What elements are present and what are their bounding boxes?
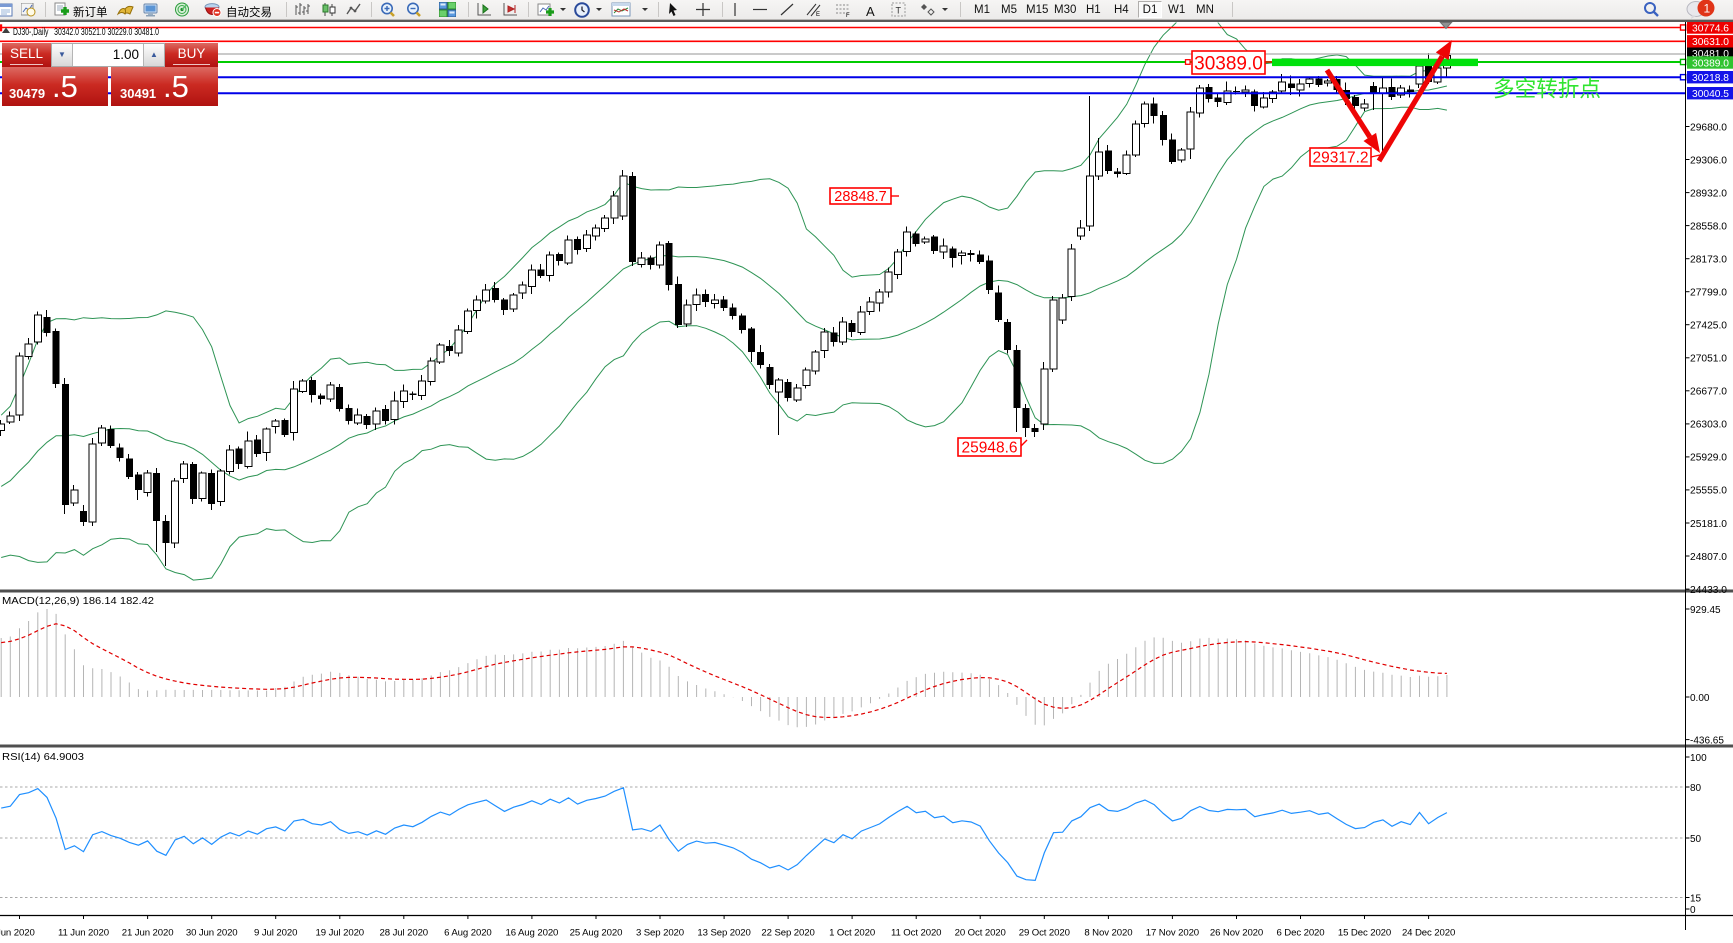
svg-text:22 Sep 2020: 22 Sep 2020 — [761, 928, 814, 939]
svg-text:8 Nov 2020: 8 Nov 2020 — [1084, 928, 1132, 939]
svg-text:25929.0: 25929.0 — [1690, 453, 1727, 464]
svg-text:27425.0: 27425.0 — [1690, 321, 1727, 332]
svg-text:25948.6: 25948.6 — [961, 440, 1017, 457]
svg-text:9 Jul 2020: 9 Jul 2020 — [254, 928, 297, 939]
svg-text:29317.2: 29317.2 — [1312, 150, 1368, 167]
svg-text:24807.0: 24807.0 — [1690, 552, 1727, 563]
svg-text:25 Aug 2020: 25 Aug 2020 — [570, 928, 623, 939]
svg-text:29306.0: 29306.0 — [1690, 155, 1727, 166]
svg-text:DJ30-,Daily 30342.0 30521.0: DJ30-,Daily 30342.0 30521.0 30229.0 3048… — [13, 26, 159, 38]
svg-text:21 Jun 2020: 21 Jun 2020 — [122, 928, 174, 939]
svg-text:26 Nov 2020: 26 Nov 2020 — [1210, 928, 1263, 939]
svg-text:30218.8: 30218.8 — [1692, 72, 1729, 84]
svg-text:30389.0: 30389.0 — [1194, 53, 1263, 74]
svg-text:11 Oct 2020: 11 Oct 2020 — [891, 928, 941, 939]
svg-text:28848.7: 28848.7 — [834, 189, 886, 205]
svg-text:16 Aug 2020: 16 Aug 2020 — [506, 928, 559, 939]
svg-text:30040.5: 30040.5 — [1692, 88, 1729, 100]
svg-text:100: 100 — [1690, 753, 1707, 764]
svg-text:929.45: 929.45 — [1690, 605, 1721, 616]
svg-text:20 Oct 2020: 20 Oct 2020 — [955, 928, 1006, 939]
svg-text:RSI(14) 64.9003: RSI(14) 64.9003 — [2, 751, 84, 763]
svg-text:19 Jul 2020: 19 Jul 2020 — [316, 928, 365, 939]
svg-text:T: T — [896, 6, 902, 16]
svg-text:24 Dec 2020: 24 Dec 2020 — [1402, 928, 1455, 939]
svg-text:24433.0: 24433.0 — [1690, 585, 1727, 596]
svg-text:3 Sep 2020: 3 Sep 2020 — [636, 928, 684, 939]
svg-text:25555.0: 25555.0 — [1690, 486, 1727, 497]
svg-text:多空转折点: 多空转折点 — [1493, 77, 1601, 102]
svg-text:28173.0: 28173.0 — [1690, 255, 1727, 266]
svg-text:25181.0: 25181.0 — [1690, 519, 1727, 530]
svg-text:6 Aug 2020: 6 Aug 2020 — [444, 928, 492, 939]
svg-text:17 Nov 2020: 17 Nov 2020 — [1146, 928, 1199, 939]
svg-text:Jun 2020: Jun 2020 — [0, 928, 35, 939]
svg-text:30 Jun 2020: 30 Jun 2020 — [186, 928, 238, 939]
svg-text:0: 0 — [1690, 905, 1696, 916]
svg-text:F: F — [846, 13, 850, 17]
svg-text:27799.0: 27799.0 — [1690, 288, 1727, 299]
svg-text:26677.0: 26677.0 — [1690, 387, 1727, 398]
svg-text:26303.0: 26303.0 — [1690, 420, 1727, 431]
svg-text:28932.0: 28932.0 — [1690, 188, 1727, 199]
svg-text:15 Dec 2020: 15 Dec 2020 — [1338, 928, 1391, 939]
svg-text:30389.0: 30389.0 — [1692, 57, 1729, 69]
svg-text:1 Oct 2020: 1 Oct 2020 — [829, 928, 875, 939]
svg-text:29 Oct 2020: 29 Oct 2020 — [1019, 928, 1070, 939]
svg-text:11 Jun 2020: 11 Jun 2020 — [58, 928, 109, 939]
svg-text:30631.0: 30631.0 — [1692, 36, 1729, 48]
svg-text:50: 50 — [1690, 834, 1702, 845]
svg-text:13 Sep 2020: 13 Sep 2020 — [697, 928, 750, 939]
svg-text:6 Dec 2020: 6 Dec 2020 — [1276, 928, 1324, 939]
svg-text:27051.0: 27051.0 — [1690, 354, 1727, 365]
svg-text:80: 80 — [1690, 783, 1702, 794]
svg-text:E: E — [816, 12, 820, 17]
svg-text:29680.0: 29680.0 — [1690, 122, 1727, 133]
svg-text:28558.0: 28558.0 — [1690, 221, 1727, 232]
svg-text:-436.65: -436.65 — [1690, 735, 1724, 746]
svg-text:15: 15 — [1690, 893, 1702, 904]
svg-text:30774.6: 30774.6 — [1692, 22, 1729, 34]
svg-text:28 Jul 2020: 28 Jul 2020 — [380, 928, 429, 939]
svg-text:0.00: 0.00 — [1690, 693, 1710, 704]
svg-text:1: 1 — [1704, 2, 1711, 16]
svg-text:MACD(12,26,9) 186.14 182.42: MACD(12,26,9) 186.14 182.42 — [2, 595, 154, 607]
